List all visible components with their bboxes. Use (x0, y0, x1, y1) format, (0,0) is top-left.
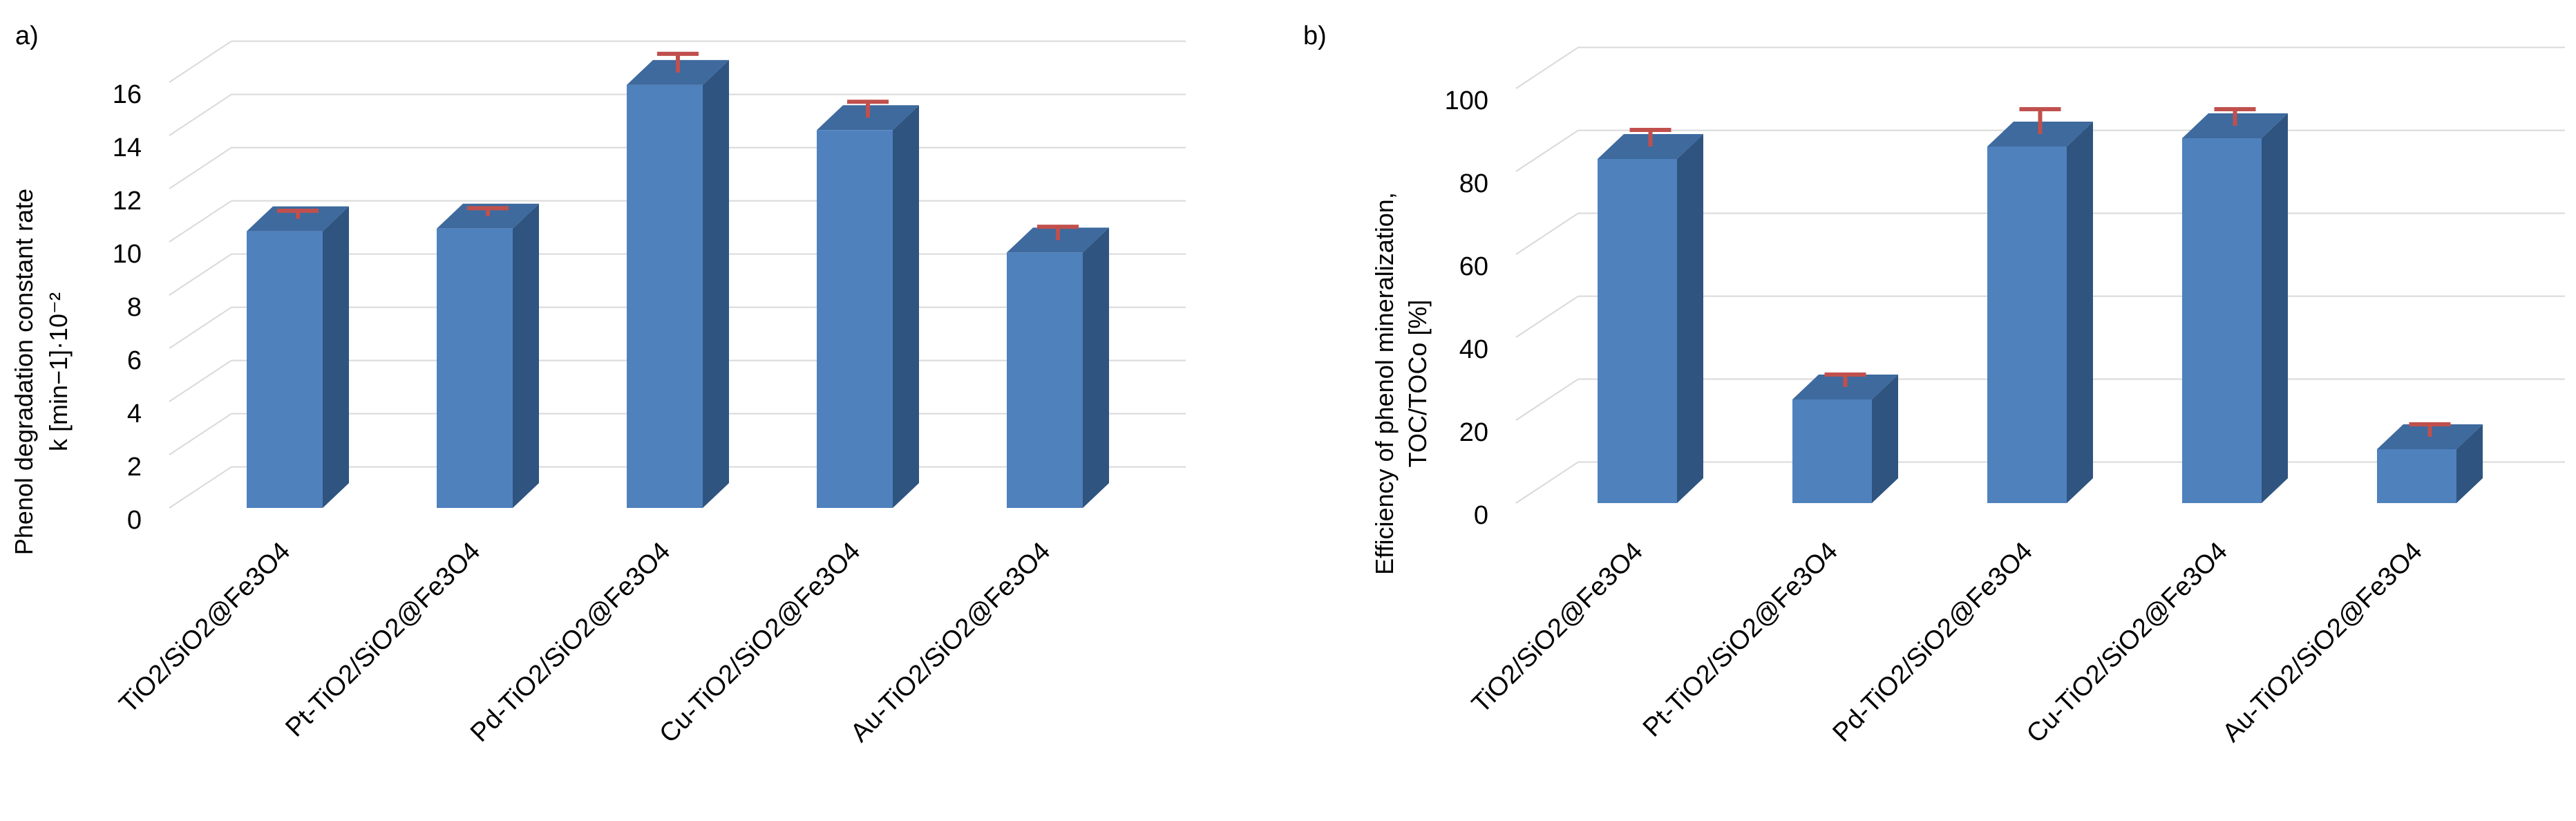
bar-side (1083, 227, 1109, 508)
x-tick-label: Pt-TiO2/SiO2@Fe3O4 (280, 537, 486, 743)
y-tick-label: 60 (1459, 252, 1488, 281)
y-tick-label: 4 (127, 399, 142, 428)
error-bar (467, 206, 509, 216)
y-axis-ticks: 0 20 40 60 80 100 (1445, 86, 1488, 530)
gridline-diagonal (169, 359, 232, 402)
y-axis-label-line: k [min−1]·10⁻² (44, 292, 73, 451)
bar-front (1987, 147, 2067, 503)
y-axis-ticks: 0 2 4 6 8 10 12 14 16 (113, 80, 142, 535)
bar-side (703, 59, 729, 509)
x-tick-label: Cu-TiO2/SiO2@Fe3O4 (654, 537, 866, 749)
bar-front (627, 84, 703, 509)
error-bar (1824, 372, 1866, 387)
y-tick-label: 2 (127, 453, 142, 482)
error-bar (2409, 422, 2451, 437)
x-tick-label: Pt-TiO2/SiO2@Fe3O4 (1638, 537, 1844, 743)
x-tick-label: Pd-TiO2/SiO2@Fe3O4 (1827, 537, 2038, 748)
error-bar (2019, 107, 2061, 134)
gridline-diagonal (1515, 129, 1579, 172)
bar (437, 203, 539, 508)
bar-side (2067, 122, 2093, 503)
bar-front (1598, 159, 1677, 503)
y-tick-label: 80 (1459, 169, 1488, 198)
y-tick-label: 12 (113, 187, 142, 216)
x-tick-label: Pd-TiO2/SiO2@Fe3O4 (465, 537, 676, 748)
bars (247, 51, 1109, 509)
bar-side (2456, 424, 2483, 503)
gridline-diagonal (169, 253, 232, 296)
y-tick-label: 40 (1459, 335, 1488, 364)
x-tick-label: Cu-TiO2/SiO2@Fe3O4 (2021, 537, 2233, 749)
gridline-diagonal (169, 466, 232, 509)
panel-label: a) (15, 21, 39, 50)
y-axis-label: Phenol degradation constant rate k [min−1… (10, 189, 73, 555)
y-tick-label: 14 (113, 133, 142, 162)
bar (2377, 422, 2483, 503)
bar-front (1792, 399, 1872, 503)
y-tick-label: 0 (1474, 501, 1488, 530)
bar-front (437, 228, 513, 508)
panel-label: b) (1303, 21, 1327, 50)
gridline-diagonal (169, 200, 232, 243)
bar (2182, 107, 2288, 503)
bar (1598, 128, 1703, 503)
gridline-diagonal (1515, 212, 1579, 255)
bar-front (2182, 138, 2262, 503)
x-tick-label: TiO2/SiO2@Fe3O4 (1466, 537, 1649, 719)
bar-side (2262, 113, 2288, 503)
y-tick-label: 10 (113, 240, 142, 269)
gridline-diagonal (1515, 46, 1579, 89)
bar (817, 100, 919, 509)
gridline-diagonal (169, 40, 232, 83)
error-bar (277, 209, 319, 219)
x-tick-label: Au-TiO2/SiO2@Fe3O4 (845, 537, 1056, 748)
gridline-diagonal (169, 413, 232, 455)
bar (1007, 225, 1109, 508)
y-tick-label: 16 (113, 80, 142, 109)
bar (1987, 107, 2093, 503)
bar (247, 206, 349, 508)
gridline-diagonal (1515, 378, 1579, 421)
y-tick-label: 6 (127, 346, 142, 375)
x-tick-label: TiO2/SiO2@Fe3O4 (114, 537, 296, 719)
error-bar (1037, 225, 1079, 240)
error-bar (1629, 128, 1671, 147)
bar-side (893, 105, 919, 509)
bar-front (2377, 449, 2456, 503)
gridline-diagonal (169, 147, 232, 189)
error-bar (657, 51, 699, 73)
gridline-diagonal (169, 93, 232, 136)
bar-front (1007, 252, 1083, 508)
bar-side (513, 203, 539, 508)
gridline-diagonal (169, 306, 232, 349)
y-axis-label-line: Phenol degradation constant rate (10, 189, 38, 555)
bar-side (1872, 375, 1898, 503)
y-axis-label-line: TOC/TOCo [%] (1403, 300, 1432, 468)
y-axis-label: Efficiency of phenol mineralization, TOC/… (1370, 192, 1432, 575)
chart-b: b) 0 20 40 60 80 100 Efficiency of phenol miner… (1303, 21, 2565, 749)
bar-front (817, 130, 893, 509)
bars (1598, 107, 2483, 503)
y-tick-label: 0 (127, 506, 142, 535)
y-axis-label-line: Efficiency of phenol mineralization, (1370, 192, 1399, 575)
bar (1792, 372, 1898, 503)
error-bar (847, 100, 889, 118)
error-bar (2214, 107, 2256, 126)
gridline-diagonal (1515, 461, 1579, 504)
bar-side (323, 206, 349, 508)
y-tick-label: 8 (127, 293, 142, 322)
chart-a: a) 0 2 4 6 8 10 12 14 16 Phenol degradation consta… (10, 21, 1186, 749)
y-tick-label: 20 (1459, 418, 1488, 447)
gridline-diagonal (1515, 295, 1579, 338)
y-tick-label: 100 (1445, 86, 1488, 115)
bar (627, 51, 729, 509)
x-tick-label: Au-TiO2/SiO2@Fe3O4 (2217, 537, 2427, 748)
bar-side (1677, 134, 1703, 503)
bar-front (247, 231, 323, 508)
